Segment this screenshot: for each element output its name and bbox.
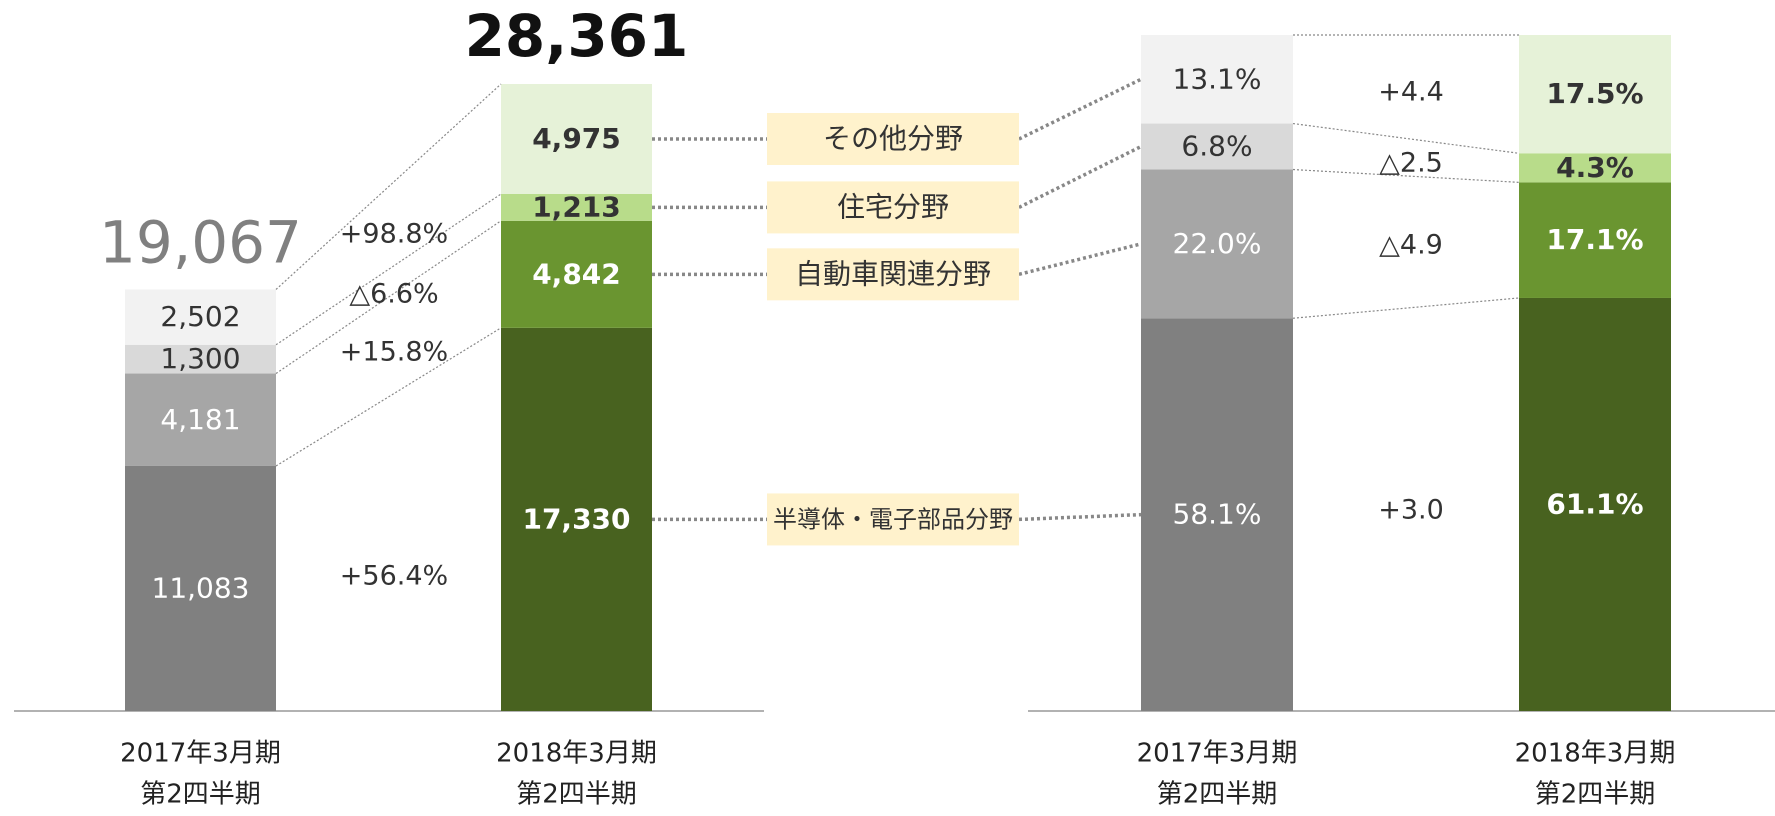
connector	[1292, 122, 1520, 154]
connector	[275, 327, 502, 467]
value-label: 6.8%	[1181, 130, 1252, 163]
x-tick-label: 2017年3月期	[120, 739, 281, 769]
bar-segment	[1141, 35, 1293, 124]
value-label: 1,300	[160, 342, 240, 375]
value-label: 17.5%	[1546, 77, 1643, 110]
change-label: △6.6%	[349, 279, 438, 310]
leader	[1018, 144, 1142, 209]
connector	[275, 220, 502, 375]
bar-segment	[1141, 169, 1293, 319]
connector	[1292, 168, 1520, 183]
legend-label: その他分野	[823, 122, 963, 155]
bar-segment	[125, 289, 276, 345]
bar-segment	[501, 327, 652, 711]
x-tick-label: 2017年3月期	[1137, 739, 1298, 769]
bar-segment	[1141, 123, 1293, 170]
total-label: 19,067	[99, 209, 302, 277]
value-label: 2,502	[160, 300, 240, 333]
legend-box	[767, 493, 1019, 546]
leader	[1018, 512, 1142, 522]
change-label: +4.4	[1378, 77, 1444, 108]
bar-segment	[1519, 153, 1671, 183]
value-label: 4,181	[160, 403, 240, 436]
bar-segment	[125, 344, 276, 374]
bar-segment	[1519, 35, 1671, 154]
total-label: 28,361	[465, 2, 689, 70]
bar-segment	[1519, 297, 1671, 711]
x-tick-label: 2018年3月期	[1515, 739, 1676, 769]
bar-segment	[125, 373, 276, 466]
bar-segment	[501, 84, 652, 194]
change-label: +56.4%	[340, 561, 448, 592]
value-label: 22.0%	[1173, 227, 1262, 260]
bar-segment	[1519, 182, 1671, 298]
legend-box	[767, 248, 1019, 301]
bar-segment	[125, 465, 276, 711]
value-label: 58.1%	[1173, 498, 1262, 531]
value-label: 1,213	[532, 190, 621, 223]
leader	[1018, 77, 1142, 141]
bar-segment	[1141, 318, 1293, 711]
bar-segment	[501, 220, 652, 328]
value-label: 4,842	[532, 257, 621, 290]
legend-box	[767, 181, 1019, 234]
legend-label: 自動車関連分野	[795, 257, 991, 290]
value-label: 13.1%	[1173, 62, 1262, 95]
legend-label: 半導体・電子部品分野	[773, 505, 1013, 533]
connector	[1292, 297, 1520, 319]
x-tick-label: 2018年3月期	[496, 739, 657, 769]
change-label: +15.8%	[340, 337, 448, 368]
value-label: 11,083	[152, 571, 250, 604]
x-tick-label: 第2四半期	[516, 780, 637, 810]
leader	[1018, 242, 1142, 277]
legend-label: 住宅分野	[837, 190, 949, 223]
legend-box	[767, 112, 1019, 165]
change-label: +3.0	[1378, 495, 1444, 526]
change-label: △2.5	[1379, 148, 1443, 179]
change-label: +98.8%	[340, 219, 448, 250]
connector	[275, 83, 502, 290]
value-label: 4.3%	[1556, 151, 1634, 184]
x-tick-label: 第2四半期	[140, 780, 261, 810]
value-label: 17,330	[522, 502, 630, 535]
x-tick-label: 第2四半期	[1535, 780, 1656, 810]
value-label: 4,975	[532, 122, 621, 155]
x-tick-label: 第2四半期	[1157, 780, 1278, 810]
value-label: 17.1%	[1546, 223, 1643, 256]
change-label: △4.9	[1379, 230, 1443, 261]
bar-segment	[501, 193, 652, 221]
value-label: 61.1%	[1546, 487, 1643, 520]
connector	[275, 193, 502, 346]
